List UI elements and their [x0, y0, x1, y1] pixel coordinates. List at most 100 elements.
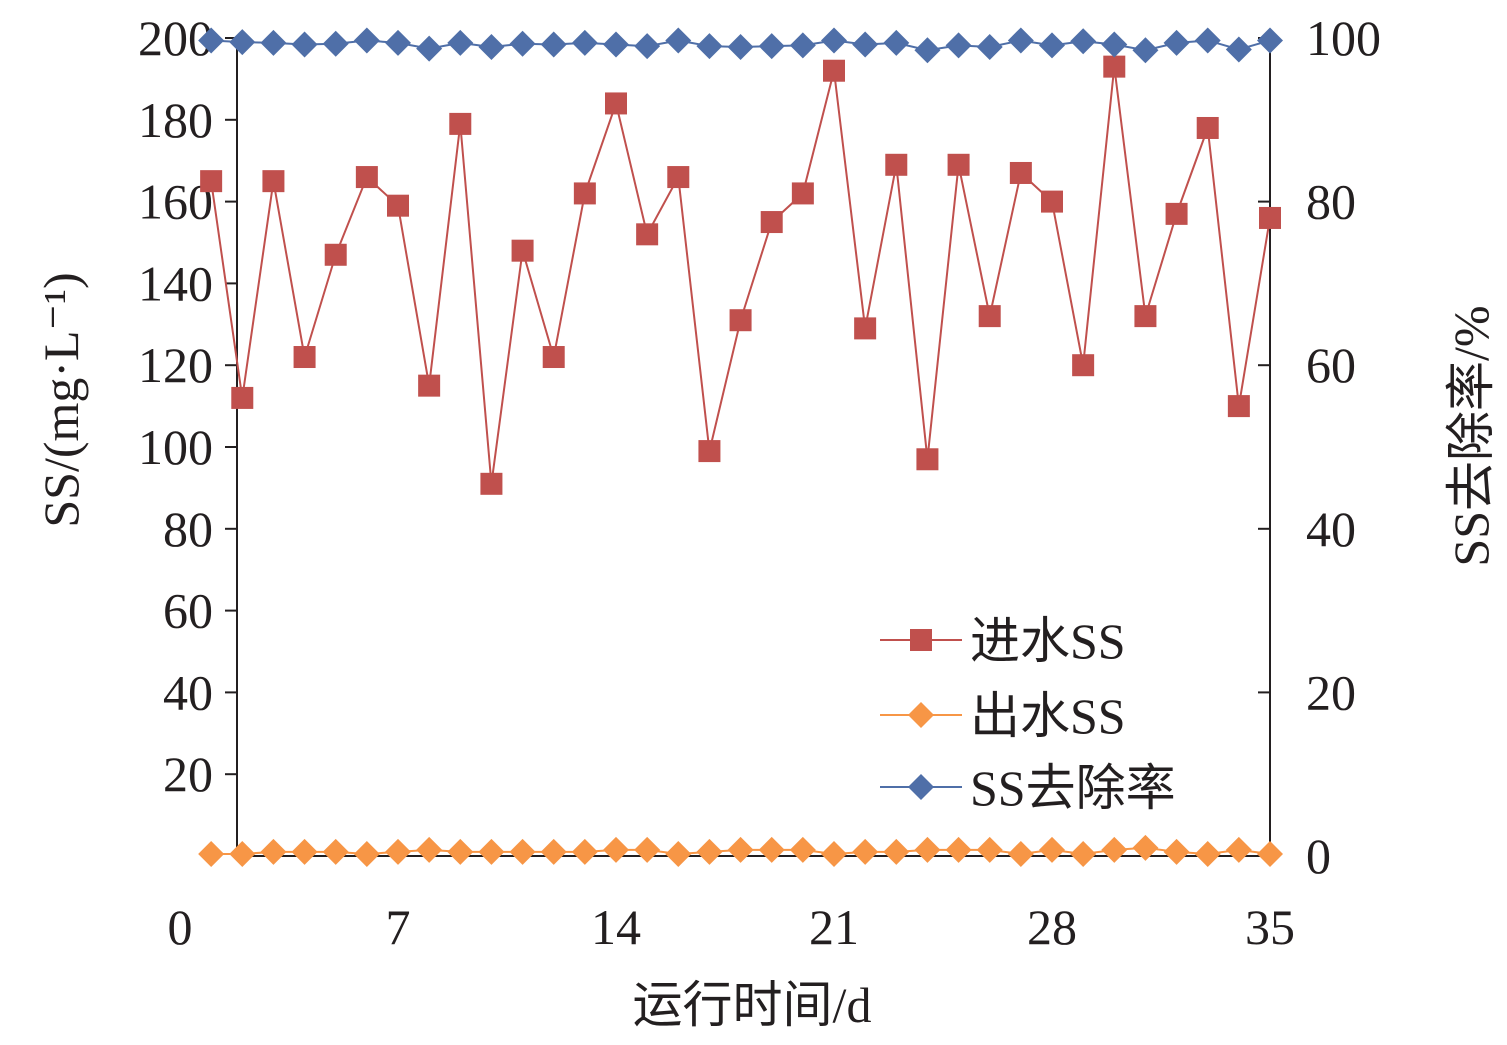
x-tick-label: 0	[168, 899, 193, 955]
data-point	[542, 346, 565, 369]
data-point	[1194, 27, 1221, 54]
data-point	[852, 31, 879, 58]
y-tick-label: 80	[163, 501, 213, 557]
data-point	[789, 32, 816, 59]
data-point	[1227, 395, 1250, 418]
data-point	[540, 31, 567, 58]
data-point	[1163, 29, 1190, 56]
series-0	[200, 55, 1281, 495]
data-point	[789, 836, 816, 863]
y2-tick-label: 0	[1306, 828, 1331, 884]
data-point	[260, 838, 287, 865]
data-point	[1196, 116, 1219, 139]
data-point	[605, 92, 627, 115]
y2-tick-label: 40	[1306, 501, 1356, 557]
data-point	[729, 309, 752, 332]
data-point	[291, 838, 318, 865]
y2-tick-label: 100	[1306, 10, 1381, 66]
data-point	[727, 33, 754, 60]
data-point	[1041, 190, 1063, 213]
data-point	[1259, 206, 1281, 229]
data-point	[978, 305, 1001, 328]
x-tick-label: 21	[809, 899, 859, 955]
data-point	[1070, 840, 1097, 867]
data-point	[229, 29, 256, 56]
data-point	[478, 838, 505, 865]
data-point	[667, 166, 690, 189]
data-point	[418, 374, 441, 397]
y2-tick-label: 20	[1306, 664, 1356, 720]
data-point	[1225, 36, 1252, 63]
data-point	[1101, 31, 1128, 58]
data-point	[947, 153, 970, 176]
data-point	[198, 840, 225, 867]
legend: 进水SS 出水SS SS去除率	[880, 613, 1176, 816]
data-point	[540, 838, 567, 865]
data-point	[355, 166, 378, 189]
x-tick-label: 14	[591, 899, 641, 955]
data-point	[1225, 836, 1252, 863]
y-tick-label: 20	[163, 746, 213, 802]
data-point	[509, 30, 536, 57]
legend-item-2: SS去除率	[880, 760, 1176, 816]
data-point	[293, 346, 316, 369]
data-point	[478, 33, 505, 60]
data-point	[1132, 37, 1159, 64]
data-point	[976, 836, 1003, 863]
data-point	[1070, 28, 1097, 55]
data-point	[665, 840, 692, 867]
data-point	[916, 448, 939, 471]
data-point	[1007, 27, 1034, 54]
data-point	[573, 182, 596, 205]
data-point	[634, 836, 661, 863]
data-point	[945, 836, 972, 863]
legend-marker	[910, 629, 932, 651]
data-point	[449, 112, 472, 135]
data-point	[200, 170, 223, 193]
data-point	[1165, 202, 1188, 225]
series-line	[210, 66, 1271, 484]
data-point	[727, 836, 754, 863]
data-point	[1163, 838, 1190, 865]
data-point	[353, 27, 380, 54]
data-point	[1007, 840, 1034, 867]
data-point	[480, 472, 503, 495]
series-1	[198, 834, 1283, 867]
data-point	[823, 59, 845, 82]
data-point	[416, 35, 443, 62]
y-tick-label: 140	[138, 255, 213, 311]
data-point	[1194, 840, 1221, 867]
data-point	[1101, 836, 1128, 863]
y-tick-label: 100	[138, 419, 213, 475]
data-point	[385, 838, 411, 865]
data-point	[385, 29, 411, 56]
data-point	[571, 838, 598, 865]
data-point	[1072, 354, 1095, 377]
data-point	[416, 836, 443, 863]
data-point	[1257, 840, 1283, 867]
data-point	[231, 386, 254, 409]
data-point	[945, 32, 972, 59]
data-point	[821, 840, 847, 867]
data-point	[198, 27, 225, 54]
data-point	[324, 243, 347, 266]
series-2	[198, 27, 1283, 64]
data-point	[1103, 55, 1126, 78]
y-tick-label: 180	[138, 92, 213, 148]
legend-marker	[908, 774, 934, 800]
data-point	[1039, 32, 1065, 59]
data-point	[665, 27, 692, 54]
data-point	[791, 182, 814, 205]
data-point	[1132, 834, 1159, 861]
data-point	[758, 836, 785, 863]
data-point	[696, 33, 723, 60]
data-point	[976, 33, 1003, 60]
data-point	[322, 838, 349, 865]
series-layer	[198, 27, 1283, 867]
legend-item-0: 进水SS	[880, 613, 1126, 669]
legend-label: SS去除率	[970, 760, 1176, 816]
data-point	[883, 29, 910, 56]
data-point	[511, 239, 534, 262]
x-tick-label: 35	[1245, 899, 1295, 955]
